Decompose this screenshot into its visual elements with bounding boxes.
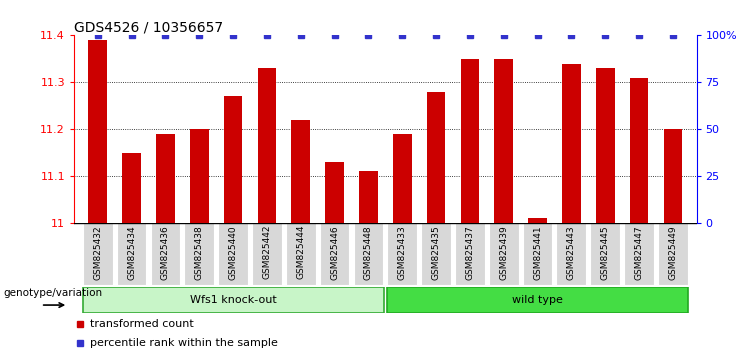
Bar (455, 223, 485, 285)
Text: GDS4526 / 10356657: GDS4526 / 10356657 (74, 20, 223, 34)
Bar (522, 223, 553, 285)
Text: GSM825446: GSM825446 (330, 225, 339, 280)
Bar (624, 223, 654, 285)
Bar (591, 223, 620, 285)
Text: GSM825442: GSM825442 (262, 225, 271, 279)
Text: GSM825449: GSM825449 (668, 225, 677, 280)
Bar (388, 223, 417, 285)
Text: GSM825437: GSM825437 (465, 225, 474, 280)
Text: GSM825438: GSM825438 (195, 225, 204, 280)
Bar (562, 64, 581, 223)
Bar (190, 129, 208, 223)
Text: Wfs1 knock-out: Wfs1 knock-out (190, 295, 276, 305)
Text: genotype/variation: genotype/variation (4, 288, 103, 298)
Text: percentile rank within the sample: percentile rank within the sample (90, 338, 278, 348)
Bar (461, 59, 479, 223)
Bar (387, 287, 688, 313)
Text: GSM825441: GSM825441 (533, 225, 542, 280)
Bar (156, 134, 175, 223)
Bar (82, 287, 384, 313)
Bar (630, 78, 648, 223)
Bar (319, 223, 350, 285)
Bar (528, 218, 547, 223)
Bar (88, 40, 107, 223)
Bar (494, 59, 513, 223)
Text: transformed count: transformed count (90, 319, 193, 329)
Bar (258, 68, 276, 223)
Text: GSM825433: GSM825433 (398, 225, 407, 280)
Bar (252, 223, 282, 285)
Bar (353, 223, 383, 285)
Bar (393, 134, 411, 223)
Bar (218, 223, 248, 285)
Bar (325, 162, 344, 223)
Bar (83, 223, 113, 285)
Bar (421, 223, 451, 285)
Text: GSM825435: GSM825435 (431, 225, 441, 280)
Bar (185, 223, 214, 285)
Bar (122, 153, 141, 223)
Text: wild type: wild type (512, 295, 563, 305)
Text: GSM825447: GSM825447 (634, 225, 643, 280)
Bar (489, 223, 519, 285)
Bar (596, 68, 614, 223)
Text: GSM825444: GSM825444 (296, 225, 305, 279)
Bar (359, 171, 378, 223)
Text: GSM825436: GSM825436 (161, 225, 170, 280)
Text: GSM825448: GSM825448 (364, 225, 373, 280)
Text: GSM825434: GSM825434 (127, 225, 136, 280)
Text: GSM825440: GSM825440 (228, 225, 238, 280)
Bar (658, 223, 688, 285)
Bar (663, 129, 682, 223)
Bar (224, 96, 242, 223)
Text: GSM825432: GSM825432 (93, 225, 102, 280)
Text: GSM825445: GSM825445 (601, 225, 610, 280)
Bar (150, 223, 180, 285)
Text: GSM825439: GSM825439 (499, 225, 508, 280)
Bar (117, 223, 147, 285)
Bar (556, 223, 586, 285)
Bar (286, 223, 316, 285)
Bar (427, 92, 445, 223)
Bar (291, 120, 310, 223)
Text: GSM825443: GSM825443 (567, 225, 576, 280)
